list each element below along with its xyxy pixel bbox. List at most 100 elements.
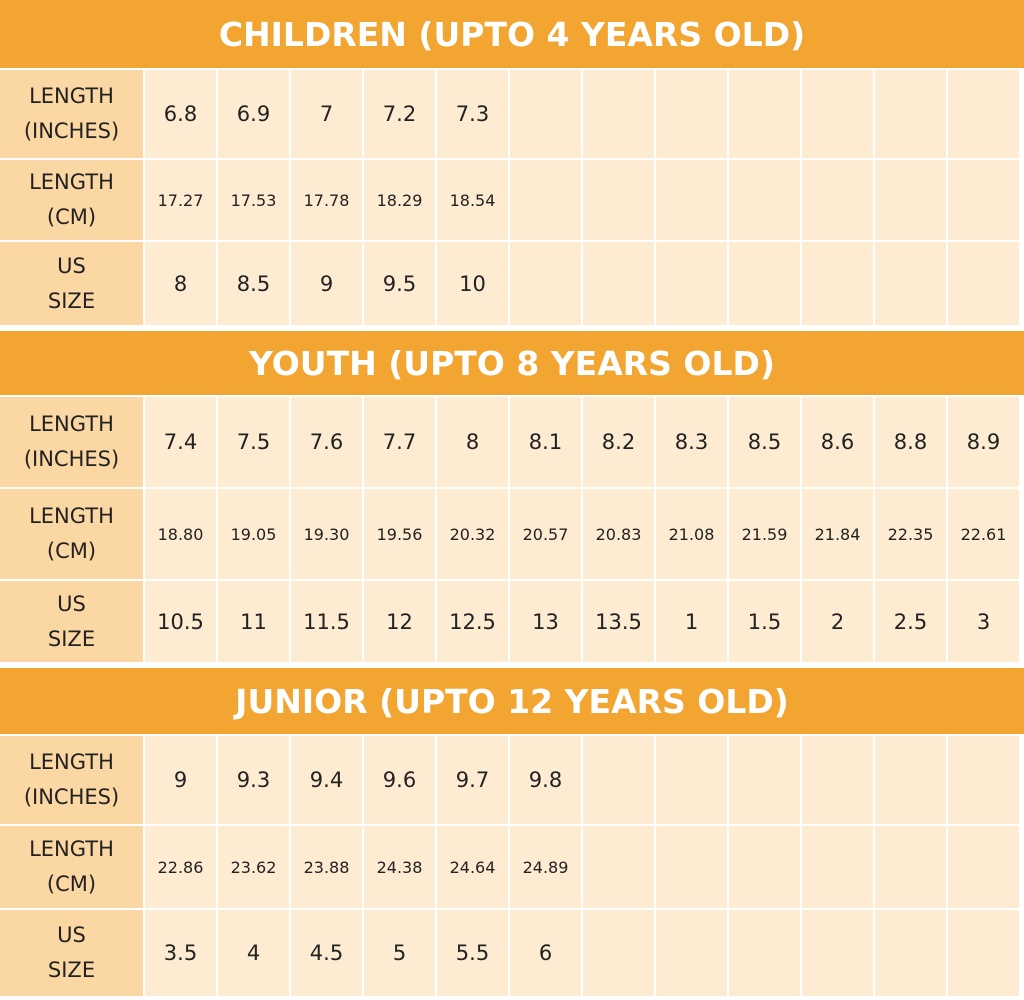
empty-cell [802, 910, 873, 996]
size-value: 8.6 [802, 397, 873, 487]
size-value: 24.89 [510, 826, 581, 908]
size-value: 17.53 [218, 160, 289, 240]
empty-cell [583, 736, 654, 824]
size-value: 8.2 [583, 397, 654, 487]
section-title: CHILDREN (UPTO 4 YEARS OLD) [0, 0, 1024, 68]
empty-cell [656, 70, 727, 158]
section-title: JUNIOR (UPTO 12 YEARS OLD) [0, 668, 1024, 734]
empty-cell [510, 70, 581, 158]
empty-cell [802, 736, 873, 824]
empty-cell [729, 736, 800, 824]
row-label: LENGTH (CM) [0, 826, 143, 908]
size-value: 12.5 [437, 581, 508, 662]
empty-cell [875, 910, 946, 996]
empty-cell [948, 242, 1019, 325]
row-label-line: (CM) [46, 872, 97, 896]
size-value: 6.8 [145, 70, 216, 158]
row-label-line: (CM) [46, 539, 97, 563]
size-value: 9.5 [364, 242, 435, 325]
size-value: 3 [948, 581, 1019, 662]
size-value: 8.9 [948, 397, 1019, 487]
row-label: LENGTH (INCHES) [0, 736, 143, 824]
empty-cell [656, 736, 727, 824]
row-label-line: LENGTH [29, 84, 114, 108]
row-label: LENGTH (CM) [0, 160, 143, 240]
size-value: 7 [291, 70, 362, 158]
size-value: 9 [145, 736, 216, 824]
row-label-line: LENGTH [29, 750, 114, 774]
empty-cell [656, 910, 727, 996]
empty-cell [656, 242, 727, 325]
row-label-line: SIZE [47, 626, 96, 651]
row-label-line: SIZE [47, 958, 96, 982]
empty-cell [875, 242, 946, 325]
empty-cell [656, 160, 727, 240]
size-value: 7.4 [145, 397, 216, 487]
size-value: 12 [364, 581, 435, 662]
size-value: 18.54 [437, 160, 508, 240]
size-value: 5 [364, 910, 435, 996]
size-value: 18.29 [364, 160, 435, 240]
size-value: 22.61 [948, 489, 1019, 579]
size-row: US SIZE 8 8.5 9 9.5 10 [0, 242, 1024, 325]
section-title: YOUTH (UPTO 8 YEARS OLD) [0, 331, 1024, 395]
size-value: 18.80 [145, 489, 216, 579]
size-row: LENGTH (INCHES) 9 9.3 9.4 9.6 9.7 9.8 [0, 736, 1024, 824]
row-label-line: US [57, 923, 86, 947]
size-section: YOUTH (UPTO 8 YEARS OLD) LENGTH (INCHES) 7.… [0, 331, 1024, 662]
size-row: US SIZE 10.5 11 11.5 12 12.5 13 13.5 1 1.5 2 2.5 3 [0, 581, 1024, 662]
empty-cell [583, 70, 654, 158]
empty-cell [875, 826, 946, 908]
size-value: 17.27 [145, 160, 216, 240]
row-label-line: (INCHES) [23, 119, 120, 143]
size-value: 4 [218, 910, 289, 996]
size-value: 22.86 [145, 826, 216, 908]
size-value: 23.62 [218, 826, 289, 908]
size-value: 9 [291, 242, 362, 325]
size-row: LENGTH (INCHES) 7.4 7.5 7.6 7.7 8 8.1 8.2 8.3 8.5 8… [0, 397, 1024, 487]
row-label: LENGTH (INCHES) [0, 397, 143, 487]
empty-cell [656, 826, 727, 908]
size-value: 8.1 [510, 397, 581, 487]
row-label-line: LENGTH [29, 412, 114, 436]
size-value: 8.5 [729, 397, 800, 487]
empty-cell [948, 160, 1019, 240]
size-value: 4.5 [291, 910, 362, 996]
empty-cell [583, 826, 654, 908]
size-value: 17.78 [291, 160, 362, 240]
empty-cell [948, 736, 1019, 824]
size-value: 21.08 [656, 489, 727, 579]
size-row: US SIZE 3.5 4 4.5 5 5.5 6 [0, 910, 1024, 996]
size-value: 21.59 [729, 489, 800, 579]
row-label-line: LENGTH [29, 504, 114, 528]
row-label-line: LENGTH [29, 170, 114, 194]
size-value: 6 [510, 910, 581, 996]
empty-cell [802, 70, 873, 158]
size-value: 8.8 [875, 397, 946, 487]
size-value: 20.32 [437, 489, 508, 579]
empty-cell [583, 910, 654, 996]
size-value: 24.38 [364, 826, 435, 908]
row-label: US SIZE [0, 242, 143, 325]
row-label-line: US [57, 253, 86, 278]
row-label: LENGTH (INCHES) [0, 70, 143, 158]
size-value: 19.30 [291, 489, 362, 579]
size-value: 10.5 [145, 581, 216, 662]
size-value: 13.5 [583, 581, 654, 662]
row-label: US SIZE [0, 581, 143, 662]
size-value: 19.05 [218, 489, 289, 579]
size-value: 11.5 [291, 581, 362, 662]
empty-cell [729, 826, 800, 908]
size-value: 21.84 [802, 489, 873, 579]
size-value: 8 [437, 397, 508, 487]
row-label: LENGTH (CM) [0, 489, 143, 579]
empty-cell [875, 70, 946, 158]
size-value: 6.9 [218, 70, 289, 158]
size-value: 13 [510, 581, 581, 662]
size-value: 9.6 [364, 736, 435, 824]
size-value: 1.5 [729, 581, 800, 662]
size-value: 9.7 [437, 736, 508, 824]
empty-cell [948, 910, 1019, 996]
size-row: LENGTH (CM) 22.86 23.62 23.88 24.38 24.64 24.89 [0, 826, 1024, 908]
